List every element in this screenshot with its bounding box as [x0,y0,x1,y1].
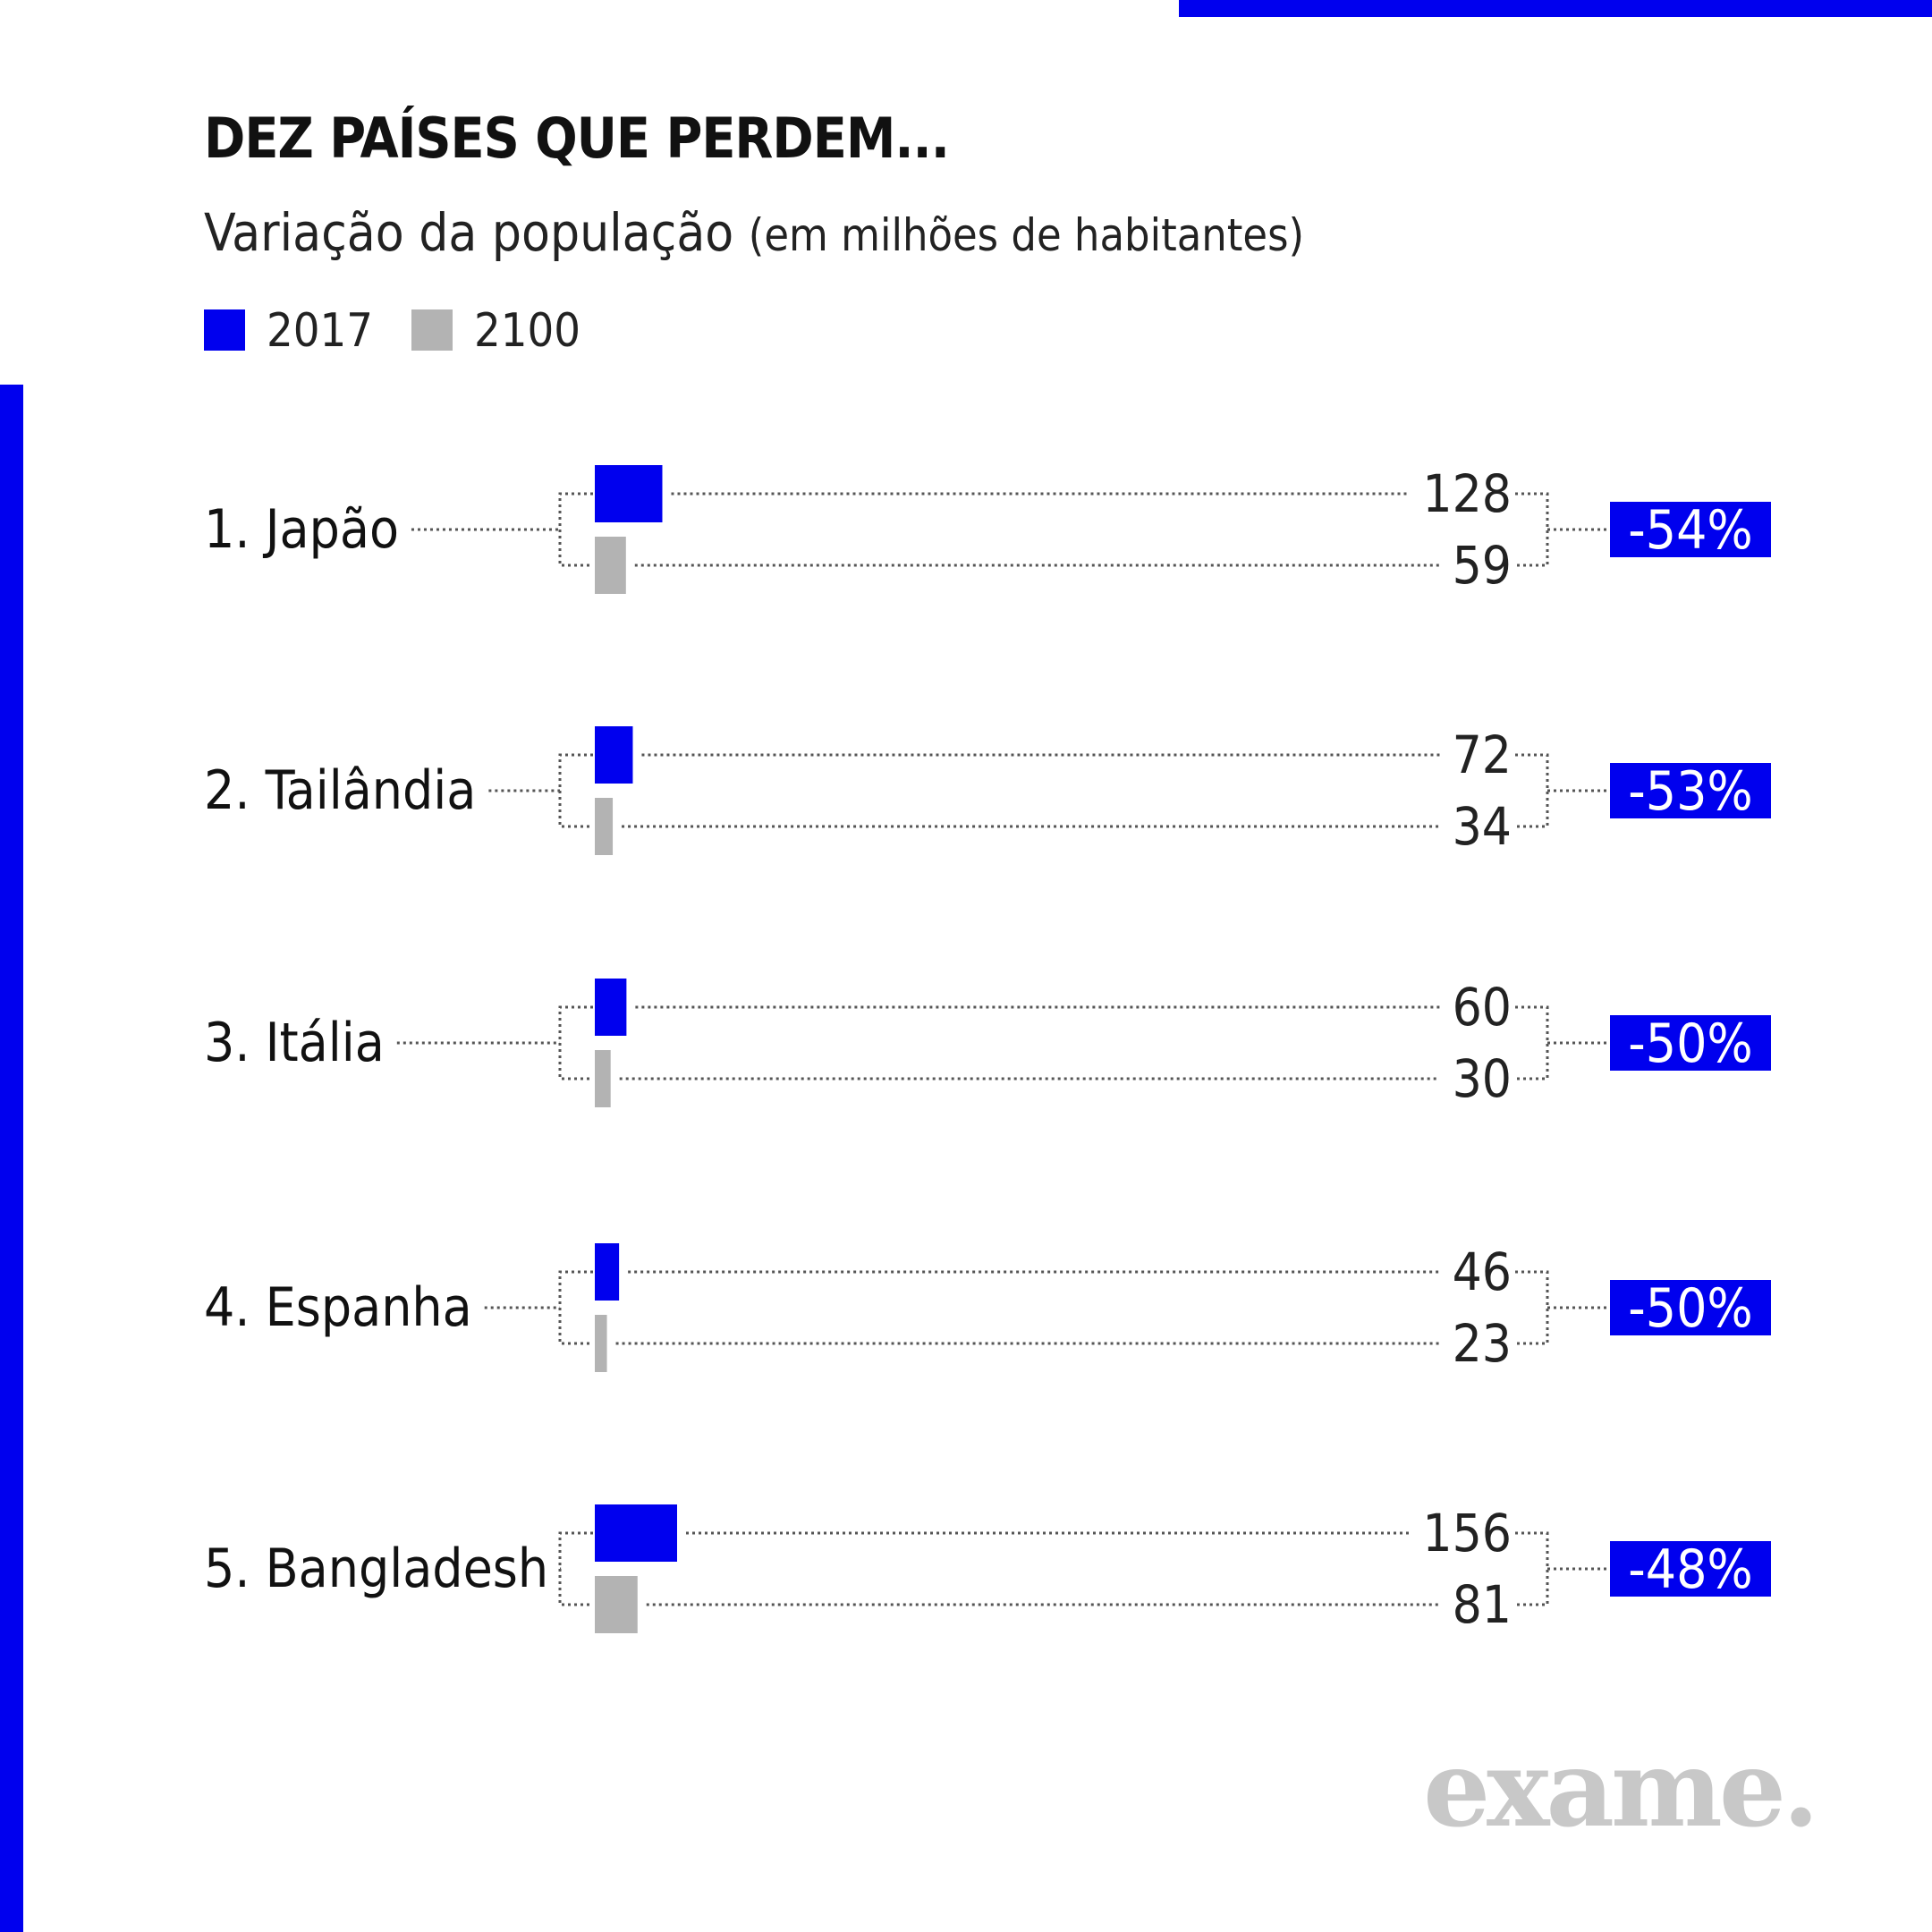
left-bracket [558,1005,593,1080]
right-bracket [1515,1005,1549,1080]
bar-2100 [595,537,626,594]
change-label: -50% [1628,1013,1752,1075]
value-label-2100: 23 [1453,1313,1512,1374]
category-label: 5. Bangladesh [204,1538,548,1600]
change-label: -50% [1628,1277,1752,1340]
right-bracket [1515,492,1549,567]
left-bracket [558,1270,593,1345]
change-badge [1610,1015,1771,1071]
legend-swatch-2017 [204,309,245,351]
bar-2017 [595,979,627,1036]
right-bracket [1515,1531,1549,1606]
bar-2017 [595,1504,677,1562]
category-label: 3. Itália [204,1012,385,1074]
left-bracket [558,753,593,828]
value-label-2100: 59 [1453,535,1512,596]
left-bracket [558,492,593,567]
exame-logo: exame. [1423,1726,1819,1851]
bar-2017 [595,726,633,784]
change-label: -53% [1628,760,1752,823]
legend-swatch-2100 [411,309,453,351]
accent-bar-left [0,385,23,1932]
bar-2100 [595,1050,611,1107]
right-bracket [1515,1270,1549,1345]
change-label: -54% [1628,499,1752,562]
value-label-2100: 81 [1453,1574,1512,1635]
subtitle-main: Variação da população [204,202,734,263]
value-label-2017: 46 [1453,1241,1512,1302]
bar-2100 [595,798,614,855]
chart-subtitle: Variação da população (em milhões de hab… [204,202,1304,263]
category-label: 2. Tailândia [204,759,476,822]
bar-2100 [595,1315,607,1372]
category-label: 1. Japão [204,498,399,561]
value-label-2100: 30 [1453,1048,1512,1109]
bar-2100 [595,1576,638,1633]
value-label-2017: 72 [1453,724,1512,785]
left-bracket [558,1531,593,1606]
value-label-2017: 128 [1422,463,1512,524]
value-label-2017: 156 [1422,1503,1512,1563]
value-label-2100: 34 [1453,796,1512,857]
change-badge [1610,763,1771,818]
bar-2017 [595,465,663,522]
change-label: -48% [1628,1538,1752,1601]
bar-2017 [595,1243,620,1301]
change-badge [1610,1280,1771,1335]
change-badge [1610,502,1771,557]
right-bracket [1515,753,1549,828]
legend-label-2100: 2100 [474,304,581,358]
value-label-2017: 60 [1453,977,1512,1038]
chart-title: DEZ PAÍSES QUE PERDEM... [204,106,950,171]
category-label: 4. Espanha [204,1276,472,1339]
accent-bar-top [1179,0,1932,17]
change-badge [1610,1541,1771,1597]
subtitle-unit: (em milhões de habitantes) [748,209,1305,261]
legend-label-2017: 2017 [267,304,374,358]
